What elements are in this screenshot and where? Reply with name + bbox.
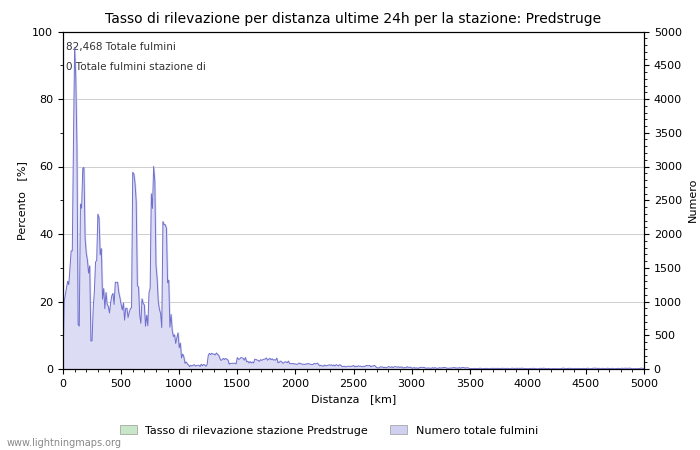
Text: www.lightningmaps.org: www.lightningmaps.org xyxy=(7,438,122,448)
Y-axis label: Numero: Numero xyxy=(687,178,697,222)
Title: Tasso di rilevazione per distanza ultime 24h per la stazione: Predstruge: Tasso di rilevazione per distanza ultime… xyxy=(106,12,601,26)
X-axis label: Distanza   [km]: Distanza [km] xyxy=(311,394,396,404)
Legend: Tasso di rilevazione stazione Predstruge, Numero totale fulmini: Tasso di rilevazione stazione Predstruge… xyxy=(116,421,542,440)
Y-axis label: Percento   [%]: Percento [%] xyxy=(17,161,27,240)
Text: 82,468 Totale fulmini: 82,468 Totale fulmini xyxy=(66,42,176,52)
Text: 0 Totale fulmini stazione di: 0 Totale fulmini stazione di xyxy=(66,62,206,72)
